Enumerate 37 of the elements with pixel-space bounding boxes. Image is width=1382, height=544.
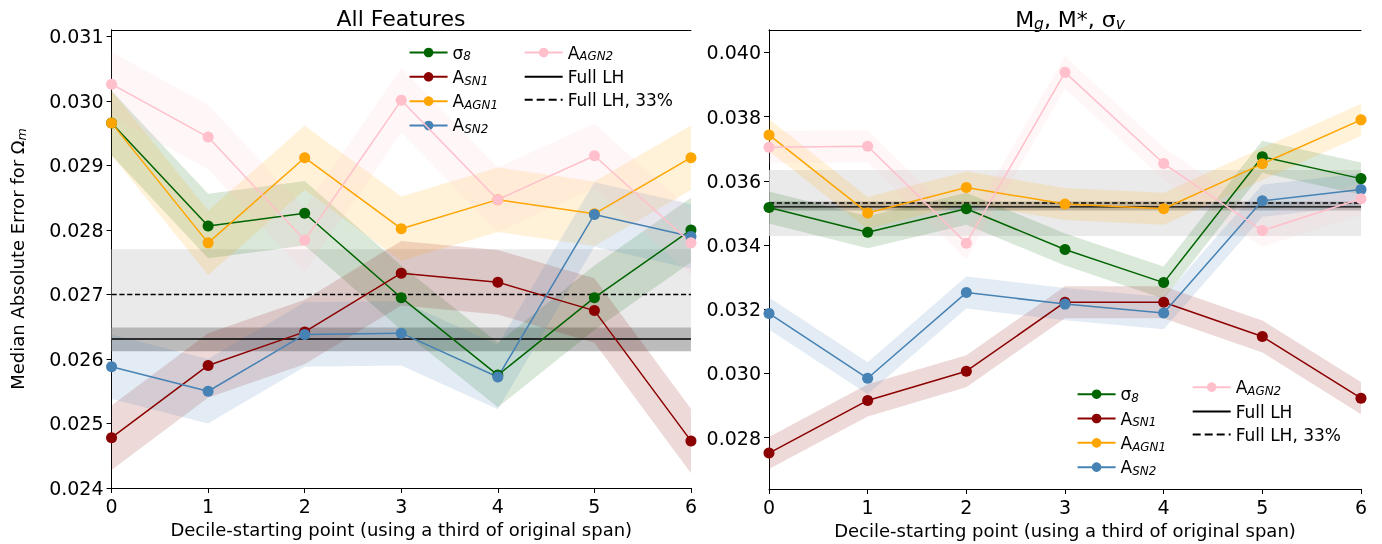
y-tick-label: 0.027 bbox=[49, 283, 104, 306]
y-tick-label: 0.040 bbox=[706, 41, 761, 64]
x-tick-label: 3 bbox=[395, 494, 408, 517]
x-tick-label: 0 bbox=[105, 494, 118, 517]
legend-label: Full LH, 33% bbox=[567, 89, 674, 110]
legend-label: Full LH bbox=[567, 66, 625, 87]
legend-label: Full LH, 33% bbox=[1235, 424, 1342, 445]
x-tick-label: 0 bbox=[762, 495, 776, 518]
y-tick-label: 0.038 bbox=[706, 105, 761, 128]
x-tick-label: 2 bbox=[298, 494, 311, 517]
y-tick-label: 0.028 bbox=[706, 426, 761, 449]
y-tick-label: 0.031 bbox=[49, 25, 104, 48]
y-tick-label: 0.036 bbox=[706, 169, 761, 192]
x-tick-label: 6 bbox=[1354, 495, 1368, 518]
y-tick-label: 0.028 bbox=[49, 218, 104, 241]
x-tick-label: 1 bbox=[861, 495, 874, 518]
x-tick-label: 2 bbox=[960, 495, 973, 518]
x-tick-label: 3 bbox=[1058, 495, 1072, 518]
y-tick-label: 0.034 bbox=[706, 234, 761, 257]
legend-label: Full LH bbox=[1235, 401, 1293, 422]
y-tick-label: 0.030 bbox=[49, 89, 104, 112]
y-tick-label: 0.029 bbox=[49, 154, 104, 177]
x-axis-title: Decile-starting point (using a third of original span) bbox=[834, 519, 1296, 541]
y-tick-label: 0.024 bbox=[49, 477, 104, 499]
y-tick-label: 0.032 bbox=[706, 298, 761, 321]
x-tick-label: 5 bbox=[588, 494, 601, 517]
y-tick-label: 0.025 bbox=[49, 412, 104, 435]
chart-title: All Features bbox=[336, 5, 466, 31]
x-axis-title: Decile-starting point (using a third of original span) bbox=[170, 518, 633, 540]
y-tick-label: 0.030 bbox=[706, 362, 761, 385]
x-tick-label: 1 bbox=[202, 494, 215, 517]
y-tick-label: 0.026 bbox=[49, 347, 104, 370]
x-tick-label: 4 bbox=[1157, 495, 1170, 518]
x-tick-label: 5 bbox=[1256, 495, 1269, 518]
x-tick-label: 4 bbox=[491, 494, 504, 517]
x-tick-label: 6 bbox=[684, 494, 697, 517]
y-axis-title: Median Absolute Error for Ωm bbox=[6, 128, 29, 390]
